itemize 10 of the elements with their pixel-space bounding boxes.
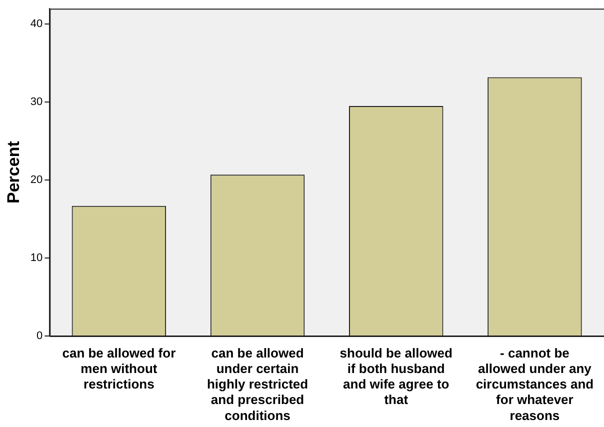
y-tick-label: 10 <box>30 252 43 264</box>
x-tick-label: should be allowed if both husband and wife agree to that <box>340 345 453 408</box>
y-axis-title: Percent <box>4 140 23 204</box>
y-tick-label: 20 <box>30 174 43 186</box>
y-tick-label: 30 <box>30 96 43 108</box>
x-tick-label: - cannot be allowed under any circumstances and for whatever reasons <box>476 345 594 423</box>
x-tick-label: can be allowed under certain highly restricted and prescribed conditions <box>206 345 308 423</box>
y-tick-label: 40 <box>30 18 43 30</box>
x-tick-label: can be allowed for men without restrictions <box>62 345 176 392</box>
y-tick-label: 0 <box>36 330 43 342</box>
